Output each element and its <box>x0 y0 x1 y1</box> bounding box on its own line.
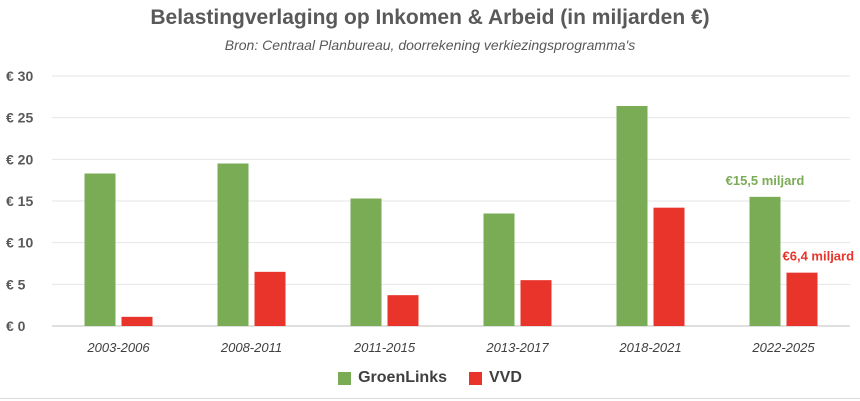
bar-groenlinks-2022-2025 <box>749 196 781 326</box>
y-tick-label: € 20 <box>6 151 33 167</box>
bar-groenlinks-2018-2021 <box>616 106 648 326</box>
x-tick-label: 2022-2025 <box>751 340 815 355</box>
legend-label-groenlinks: GroenLinks <box>358 369 447 386</box>
y-tick-label: € 15 <box>6 193 33 209</box>
y-tick-label: € 30 <box>6 68 33 84</box>
chart-subtitle: Bron: Centraal Planbureau, doorrekening … <box>224 37 636 53</box>
x-tick-label: 2003-2006 <box>86 340 150 355</box>
bar-vvd-2018-2021 <box>653 207 685 326</box>
legend-swatch-vvd <box>469 371 482 385</box>
data-label-vvd: €6,4 miljard <box>783 249 855 264</box>
bar-vvd-2022-2025 <box>786 272 818 326</box>
bar-vvd-2008-2011 <box>254 271 286 326</box>
x-tick-label: 2008-2011 <box>220 340 282 355</box>
bar-groenlinks-2011-2015 <box>350 198 382 326</box>
legend: GroenLinks VVD <box>0 369 860 387</box>
y-tick-label: € 10 <box>6 235 33 251</box>
bar-vvd-2013-2017 <box>520 280 552 326</box>
bottom-divider <box>0 398 860 399</box>
y-tick-label: € 0 <box>6 318 26 334</box>
chart-title: Belastingverlaging op Inkomen & Arbeid (… <box>150 6 710 29</box>
bar-vvd-2003-2006 <box>121 316 153 326</box>
y-tick-label: € 25 <box>6 110 33 126</box>
bar-groenlinks-2013-2017 <box>483 213 515 326</box>
x-tick-label: 2011-2015 <box>353 340 416 355</box>
bar-groenlinks-2008-2011 <box>217 163 249 326</box>
legend-item-vvd: VVD <box>469 369 522 387</box>
legend-label-vvd: VVD <box>489 369 522 386</box>
y-tick-label: € 5 <box>6 276 26 292</box>
x-tick-label: 2018-2021 <box>618 340 681 355</box>
x-tick-label: 2013-2017 <box>485 340 549 355</box>
legend-swatch-groenlinks <box>338 371 352 385</box>
data-label-groenlinks: €15,5 miljard <box>726 173 805 188</box>
bar-groenlinks-2003-2006 <box>84 173 116 326</box>
legend-item-groenlinks: GroenLinks <box>338 369 447 387</box>
bar-vvd-2011-2015 <box>387 295 419 326</box>
